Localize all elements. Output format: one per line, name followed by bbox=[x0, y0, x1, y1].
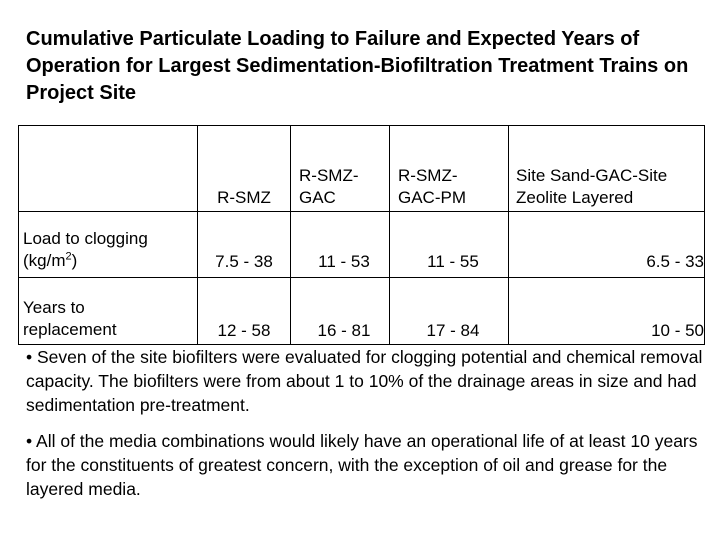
row-label-second: replacement bbox=[23, 320, 117, 339]
row-label-years: Years to replacement bbox=[18, 277, 198, 345]
table-cell: 6.5 - 33 bbox=[508, 211, 705, 278]
header-site-sand: Site Sand-GAC-Site Zeolite Layered bbox=[508, 125, 705, 212]
table-header-row: R-SMZ R-SMZ- GAC R-SMZ- GAC-PM Site Sand-G… bbox=[18, 125, 705, 212]
row-label-unit-pre: (kg/m bbox=[23, 251, 66, 270]
row-label-unit-sup: 2 bbox=[65, 250, 72, 263]
header-r-smz-gac: R-SMZ- GAC bbox=[290, 125, 390, 212]
row-label-main: Years to bbox=[23, 298, 85, 317]
table-row: Years to replacement 12 - 58 16 - 81 17 … bbox=[18, 277, 705, 345]
results-table: R-SMZ R-SMZ- GAC R-SMZ- GAC-PM Site Sand-G… bbox=[18, 125, 705, 345]
bullet-item: • Seven of the site biofilters were eval… bbox=[26, 347, 703, 415]
table-cell: 11 - 55 bbox=[389, 211, 509, 278]
header-r-smz-gac-pm: R-SMZ- GAC-PM bbox=[389, 125, 509, 212]
table-row: Load to clogging (kg/m2) 7.5 - 38 11 - 5… bbox=[18, 211, 705, 278]
page-title: Cumulative Particulate Loading to Failur… bbox=[26, 28, 689, 104]
row-label-main: Load to clogging bbox=[23, 229, 148, 248]
table-cell: 11 - 53 bbox=[290, 211, 390, 278]
row-label-load: Load to clogging (kg/m2) bbox=[18, 211, 198, 278]
bullet-item: • All of the media combinations would li… bbox=[26, 431, 698, 499]
header-r-smz: R-SMZ bbox=[197, 125, 291, 212]
bullet-list: • Seven of the site biofilters were eval… bbox=[26, 345, 716, 513]
header-blank-cell bbox=[18, 125, 198, 212]
table-cell: 10 - 50 bbox=[508, 277, 705, 345]
table-cell: 17 - 84 bbox=[389, 277, 509, 345]
table-cell: 7.5 - 38 bbox=[197, 211, 291, 278]
table-cell: 12 - 58 bbox=[197, 277, 291, 345]
table-cell: 16 - 81 bbox=[290, 277, 390, 345]
row-label-unit-post: ) bbox=[71, 251, 78, 270]
